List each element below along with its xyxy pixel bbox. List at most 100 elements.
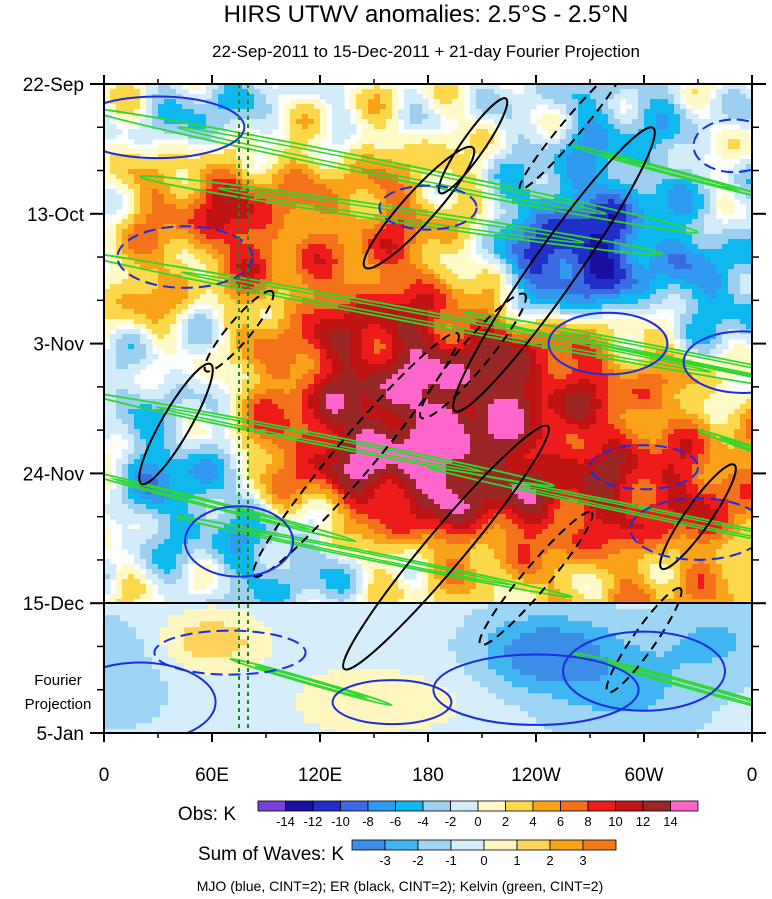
obs-cell: [578, 174, 585, 180]
obs-cell: [698, 299, 705, 305]
obs-cell: [434, 204, 441, 210]
obs-cell: [464, 329, 471, 335]
obs-cell: [578, 134, 585, 140]
obs-cell: [164, 124, 171, 130]
obs-cell: [608, 114, 615, 120]
obs-cell: [458, 149, 465, 155]
obs-cell: [110, 264, 117, 270]
obs-cell: [416, 209, 423, 215]
obs-cell: [548, 199, 555, 205]
obs-cell: [278, 174, 285, 180]
obs-cell: [524, 139, 531, 145]
obs-cell: [494, 309, 501, 315]
obs-cell: [242, 194, 249, 200]
obs-cell: [476, 304, 483, 310]
obs-cell: [716, 239, 723, 245]
obs-cell: [242, 319, 249, 325]
obs-cell: [398, 184, 405, 190]
obs-cell: [350, 264, 357, 270]
obs-cell: [530, 244, 537, 250]
obs-cell: [440, 259, 447, 265]
obs-cell: [668, 134, 675, 140]
obs-cell: [416, 204, 423, 210]
obs-cell: [410, 204, 417, 210]
obs-cell: [662, 204, 669, 210]
obs-cell: [644, 139, 651, 145]
obs-cell: [662, 299, 669, 305]
obs-cell: [536, 89, 543, 95]
obs-cell: [656, 119, 663, 125]
obs-cell: [470, 89, 477, 95]
obs-cell: [332, 119, 339, 125]
obs-cell: [308, 164, 315, 170]
obs-cell: [656, 259, 663, 265]
obs-cell: [434, 229, 441, 235]
obs-cell: [656, 304, 663, 310]
obs-cell: [620, 289, 627, 295]
obs-cell: [164, 119, 171, 125]
obs-cell: [518, 259, 525, 265]
obs-cell: [740, 259, 747, 265]
obs-cell: [260, 94, 267, 100]
obs-cell: [422, 279, 429, 285]
obs-cell: [410, 174, 417, 180]
obs-cell: [560, 264, 567, 270]
obs-cell: [182, 164, 189, 170]
obs-cell: [620, 324, 627, 330]
obs-cell: [152, 259, 159, 265]
obs-cell: [188, 264, 195, 270]
obs-cell: [410, 184, 417, 190]
obs-cell: [686, 224, 693, 230]
obs-cell: [350, 319, 357, 325]
obs-cell: [728, 199, 735, 205]
obs-cell: [530, 89, 537, 95]
obs-cell: [662, 209, 669, 215]
obs-cell: [704, 89, 711, 95]
obs-cell: [464, 289, 471, 295]
obs-cell: [710, 269, 717, 275]
obs-cell: [512, 134, 519, 140]
obs-cell: [548, 89, 555, 95]
obs-cell: [104, 234, 111, 240]
obs-cell: [392, 134, 399, 140]
obs-cell: [572, 149, 579, 155]
obs-cell: [722, 139, 729, 145]
obs-cell: [434, 139, 441, 145]
obs-cell: [524, 219, 531, 225]
obs-cell: [644, 89, 651, 95]
obs-cell: [674, 209, 681, 215]
obs-anomaly-field: [104, 84, 752, 605]
obs-cell: [440, 94, 447, 100]
obs-cell: [140, 134, 147, 140]
obs-cell: [350, 224, 357, 230]
obs-cell: [692, 94, 699, 100]
obs-cell: [248, 119, 255, 125]
obs-cell: [434, 279, 441, 285]
obs-cell: [686, 89, 693, 95]
obs-cell: [182, 109, 189, 115]
obs-cell: [158, 279, 165, 285]
obs-cell: [206, 204, 213, 210]
obs-cell: [746, 109, 752, 115]
obs-cell: [176, 134, 183, 140]
obs-cell: [272, 199, 279, 205]
obs-cell: [362, 94, 369, 100]
obs-cell: [614, 254, 621, 260]
obs-cell: [278, 239, 285, 245]
obs-cell: [590, 279, 597, 285]
obs-cell: [206, 309, 213, 315]
obs-cell: [482, 99, 489, 105]
obs-cell: [290, 129, 297, 135]
obs-cell: [188, 299, 195, 305]
obs-cell: [506, 144, 513, 150]
obs-cell: [350, 229, 357, 235]
obs-cell: [470, 189, 477, 195]
obs-cell: [728, 279, 735, 285]
obs-cell: [728, 239, 735, 245]
obs-cell: [224, 219, 231, 225]
obs-cell: [320, 249, 327, 255]
obs-cell: [404, 229, 411, 235]
obs-cell: [338, 184, 345, 190]
obs-cell: [668, 299, 675, 305]
obs-cell: [302, 179, 309, 185]
